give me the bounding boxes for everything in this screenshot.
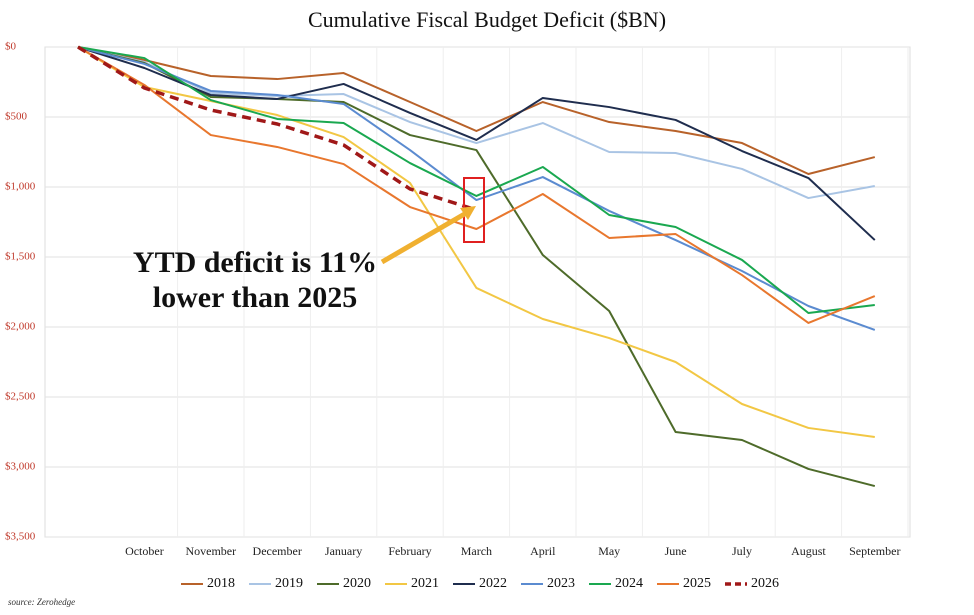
- legend-label: 2023: [547, 576, 575, 591]
- x-tick-label: July: [732, 544, 752, 558]
- legend-label: 2018: [207, 576, 235, 591]
- y-tick-label: $1,000: [5, 181, 36, 193]
- legend-label: 2024: [615, 576, 643, 591]
- source: source: Zerohedge: [8, 597, 75, 607]
- y-tick-label: $1,500: [5, 251, 36, 263]
- series-line: [77, 46, 876, 175]
- legend: 2018 2019 2020 2021 2022 2023 2024 2025 2026: [181, 576, 779, 591]
- chart-title: Cumulative Fiscal Budget Deficit ($BN): [308, 7, 666, 32]
- y-tick-label: $0: [5, 41, 17, 53]
- x-tick-label: June: [665, 544, 687, 558]
- x-tick-label: September: [849, 544, 900, 558]
- series-line: [77, 45, 477, 212]
- legend-label: 2026: [751, 576, 779, 591]
- x-tick-label: December: [253, 544, 302, 558]
- x-tick-label: March: [461, 544, 492, 558]
- grid: $0 $500 $1,000 $1,500 $2,000 $2,500 $3,000 $3,5…: [5, 41, 911, 558]
- series-line: [77, 46, 876, 241]
- legend-label: 2022: [479, 576, 507, 591]
- arrow-shaft: [380, 209, 470, 265]
- x-tick-label: November: [185, 544, 236, 558]
- series-line: [77, 46, 875, 314]
- x-tick-label: February: [388, 544, 431, 558]
- y-tick-label: $2,000: [5, 321, 36, 333]
- x-tick-label: August: [791, 544, 826, 558]
- x-tick-label: October: [125, 544, 164, 558]
- y-tick-label: $3,000: [5, 461, 36, 473]
- annotation-line: YTD deficit is 11%: [133, 246, 377, 279]
- y-tick-label: $500: [5, 111, 28, 123]
- series-line: [77, 46, 876, 324]
- x-tick-label: April: [530, 544, 556, 558]
- annotation-line: lower than 2025: [153, 281, 357, 314]
- arrow-head: [460, 206, 476, 220]
- x-tick-label: May: [598, 544, 620, 558]
- legend-label: 2019: [275, 576, 303, 591]
- y-tick-label: $3,500: [5, 531, 36, 543]
- series-line: [77, 46, 875, 200]
- legend-label: 2025: [683, 576, 711, 591]
- series-line: [77, 46, 876, 331]
- lines: [77, 45, 876, 488]
- annotation-layer: YTD deficit is 11% lower than 2025: [133, 177, 485, 314]
- y-tick-label: $2,500: [5, 391, 36, 403]
- x-tick-label: January: [325, 544, 362, 558]
- series-line: [77, 46, 876, 488]
- legend-label: 2021: [411, 576, 439, 591]
- legend-label: 2020: [343, 576, 371, 591]
